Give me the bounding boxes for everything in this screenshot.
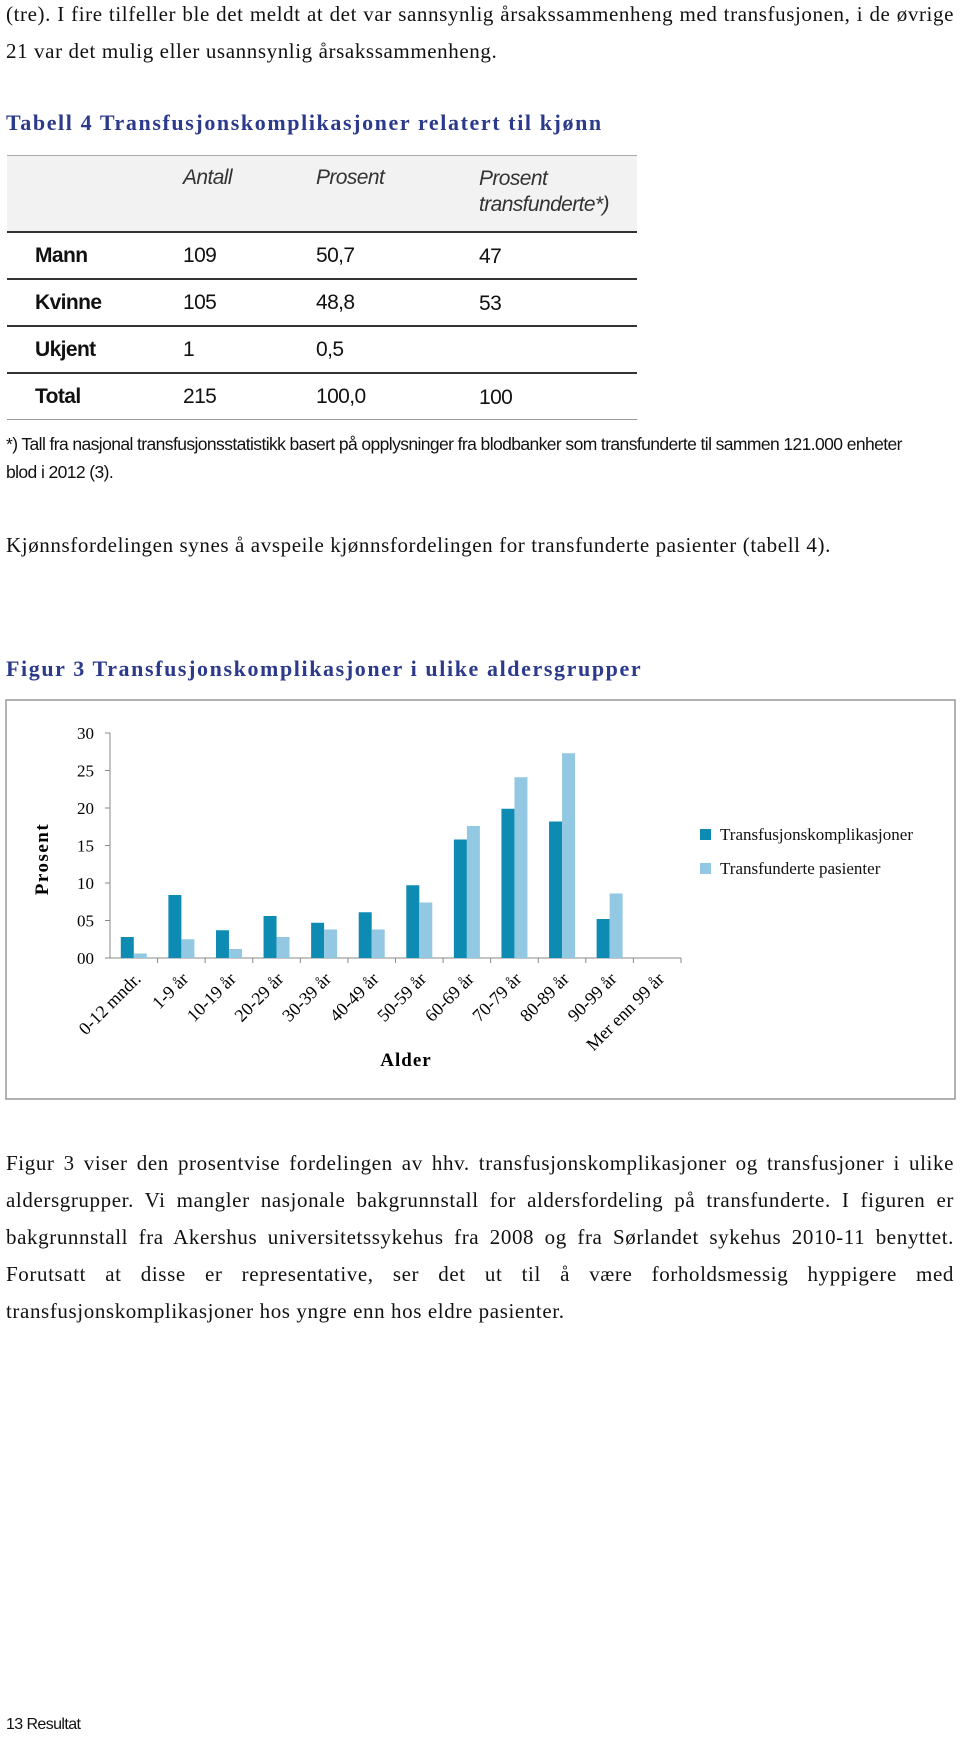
- cell: 215: [183, 385, 217, 408]
- bar: [596, 919, 610, 958]
- bar: [168, 895, 182, 958]
- table-row: Total 215 100,0 100: [7, 374, 637, 420]
- bar: [133, 953, 147, 958]
- cell: 0,5: [316, 338, 344, 361]
- cell: 53: [479, 292, 502, 315]
- legend-swatch: [700, 863, 711, 874]
- table-title: Tabell 4 Transfusjonskomplikasjoner rela…: [6, 110, 603, 135]
- table-footnote: *) Tall fra nasjonal transfusjonsstatist…: [6, 434, 902, 482]
- cell: 50,7: [316, 244, 355, 267]
- x-axis-label: Alder: [380, 1050, 431, 1071]
- cell: 100: [479, 386, 513, 409]
- bar: [263, 916, 277, 958]
- cell: Ukjent: [35, 338, 96, 361]
- cell: 47: [479, 245, 502, 268]
- figure-title: Figur 3 Transfusjonskomplikasjoner i uli…: [6, 656, 643, 681]
- legend-label: Transfunderte pasienter: [720, 859, 881, 878]
- bar: [453, 839, 467, 958]
- bar: [501, 808, 515, 958]
- cell: 1: [183, 338, 195, 361]
- paragraph: Kjønnsfordelingen synes å avspeile kjønn…: [6, 533, 831, 557]
- cell: 105: [183, 291, 217, 314]
- cell: 48,8: [316, 291, 355, 314]
- column-header: Prosent: [316, 166, 385, 189]
- bar: [324, 929, 338, 958]
- column-header: Antall: [183, 166, 233, 189]
- bar: [419, 902, 433, 958]
- table-row: Ukjent 1 0,5: [7, 327, 637, 374]
- cell: Mann: [35, 244, 88, 267]
- bar: [181, 939, 195, 958]
- chart-frame: [5, 699, 956, 1100]
- y-tick-label: 15: [77, 837, 94, 856]
- bar: [514, 777, 528, 958]
- bar: [466, 826, 480, 958]
- legend-label: Transfusjonskomplikasjoner: [720, 825, 913, 844]
- y-tick-label: 00: [77, 949, 94, 968]
- cell: Total: [35, 385, 81, 408]
- bar: [609, 893, 623, 958]
- table-header: Antall Prosent Prosent transfunderte*): [7, 155, 637, 233]
- table-row: Mann 109 50,7 47: [7, 233, 637, 280]
- table: Antall Prosent Prosent transfunderte*) M…: [7, 155, 637, 420]
- y-tick-label: 20: [77, 799, 94, 818]
- bar: [562, 753, 576, 958]
- page-footer: 13 Resultat: [6, 1716, 81, 1733]
- paragraph: Figur 3 viser den prosentvise fordelinge…: [6, 1151, 954, 1323]
- bar: [120, 937, 134, 958]
- intro-paragraph: (tre). I fire tilfeller ble det meldt at…: [6, 2, 954, 63]
- column-header: Prosent transfunderte*): [479, 167, 610, 216]
- legend: Transfusjonskomplikasjoner Transfunderte …: [700, 824, 950, 892]
- bar: [276, 937, 290, 958]
- legend-item: Transfunderte pasienter: [700, 858, 950, 880]
- bar: [311, 922, 325, 958]
- legend-item: Transfusjonskomplikasjoner: [700, 824, 950, 846]
- bar: [228, 949, 242, 958]
- cell: 100,0: [316, 385, 366, 408]
- cell: 109: [183, 244, 217, 267]
- y-tick-label: 30: [77, 724, 94, 743]
- bar: [371, 929, 385, 958]
- bar: [215, 930, 229, 958]
- y-tick-label: 10: [77, 874, 94, 893]
- cell: Kvinne: [35, 291, 102, 314]
- bar: [358, 912, 372, 958]
- table-row: Kvinne 105 48,8 53: [7, 280, 637, 327]
- bar: [406, 885, 420, 958]
- bar: [549, 821, 563, 958]
- y-tick-label: 25: [77, 762, 94, 781]
- y-axis-label: Prosent: [32, 823, 53, 895]
- y-tick-label: 05: [77, 912, 94, 931]
- legend-swatch: [700, 829, 711, 840]
